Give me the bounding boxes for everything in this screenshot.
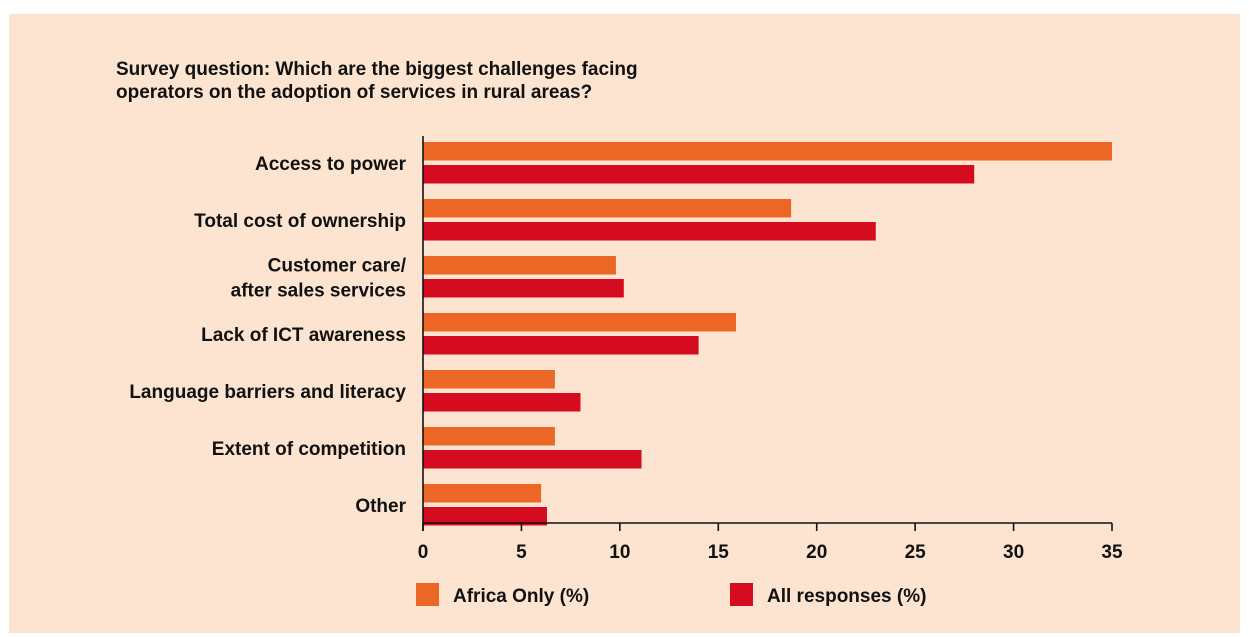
bar-africa-3 xyxy=(423,313,737,332)
bar-africa-0 xyxy=(423,142,1112,161)
x-tick-label: 15 xyxy=(708,542,730,563)
bar-africa-2 xyxy=(423,256,616,275)
bar-all-5 xyxy=(423,450,642,469)
legend-label-all: All responses (%) xyxy=(767,586,926,607)
bar-africa-6 xyxy=(423,484,542,503)
bar-all-3 xyxy=(423,336,699,355)
category-label: Extent of competition xyxy=(212,439,406,460)
bar-africa-4 xyxy=(423,370,555,389)
bar-all-6 xyxy=(423,507,548,526)
bar-all-0 xyxy=(423,165,975,184)
x-tick-label: 35 xyxy=(1101,542,1123,563)
x-tick-label: 30 xyxy=(1003,542,1024,563)
x-tick-label: 10 xyxy=(609,542,630,563)
bar-all-4 xyxy=(423,393,581,412)
x-tick-label: 20 xyxy=(806,542,827,563)
category-label: Other xyxy=(355,496,406,517)
category-label: Total cost of ownership xyxy=(194,211,406,232)
title-line-1: Survey question: Which are the biggest c… xyxy=(116,59,638,80)
title-line-2: operators on the adoption of services in… xyxy=(116,82,593,103)
category-label: Lack of ICT awareness xyxy=(201,325,406,346)
category-label: Customer care/ xyxy=(268,255,407,276)
chart-title: Survey question: Which are the biggest c… xyxy=(116,58,638,104)
category-label: after sales services xyxy=(231,280,406,301)
bar-all-1 xyxy=(423,222,876,241)
legend-label-africa: Africa Only (%) xyxy=(453,586,589,607)
category-label: Language barriers and literacy xyxy=(129,382,406,403)
x-tick-label: 0 xyxy=(418,542,429,563)
x-tick-label: 5 xyxy=(516,542,527,563)
bar-all-2 xyxy=(423,279,624,298)
legend-swatch-all xyxy=(730,583,753,606)
legend-swatch-africa xyxy=(416,583,439,606)
category-label: Access to power xyxy=(255,154,407,175)
x-tick-label: 25 xyxy=(905,542,927,563)
bar-africa-1 xyxy=(423,199,792,218)
bar-africa-5 xyxy=(423,427,555,446)
